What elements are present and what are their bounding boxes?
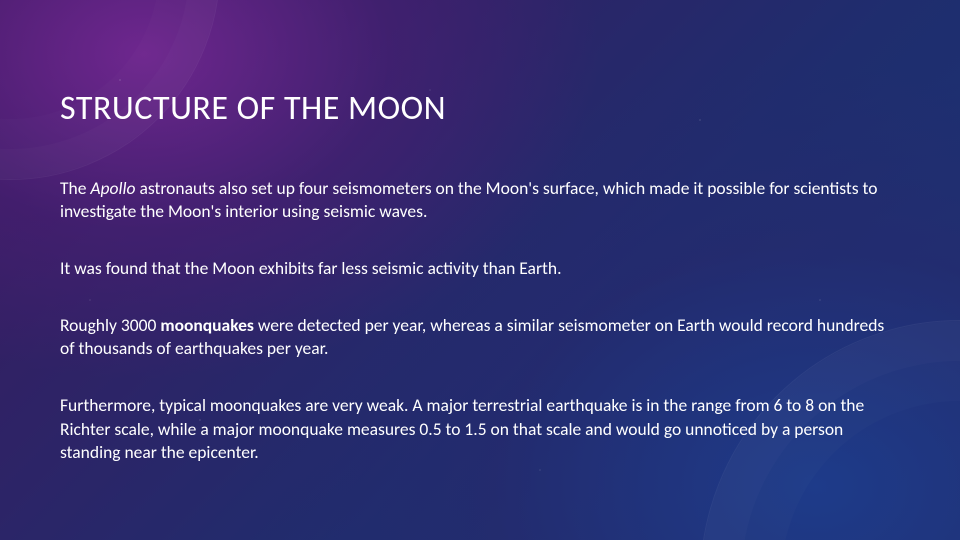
p1-pre: The bbox=[60, 177, 90, 199]
paragraph-3: Roughly 3000 moonquakes were detected pe… bbox=[60, 314, 890, 360]
p1-post: astronauts also set up four seismometers… bbox=[60, 177, 877, 222]
p3-pre: Roughly 3000 bbox=[60, 314, 160, 336]
slide-title: STRUCTURE OF THE MOON bbox=[60, 88, 900, 129]
paragraph-1: The Apollo astronauts also set up four s… bbox=[60, 177, 890, 223]
p1-apollo-italic: Apollo bbox=[90, 177, 135, 199]
paragraph-2: It was found that the Moon exhibits far … bbox=[60, 257, 890, 280]
slide: STRUCTURE OF THE MOON The Apollo astrona… bbox=[0, 0, 960, 540]
paragraph-4: Furthermore, typical moonquakes are very… bbox=[60, 394, 890, 463]
content-area: STRUCTURE OF THE MOON The Apollo astrona… bbox=[0, 0, 960, 464]
p3-moonquakes-bold: moonquakes bbox=[160, 314, 254, 336]
